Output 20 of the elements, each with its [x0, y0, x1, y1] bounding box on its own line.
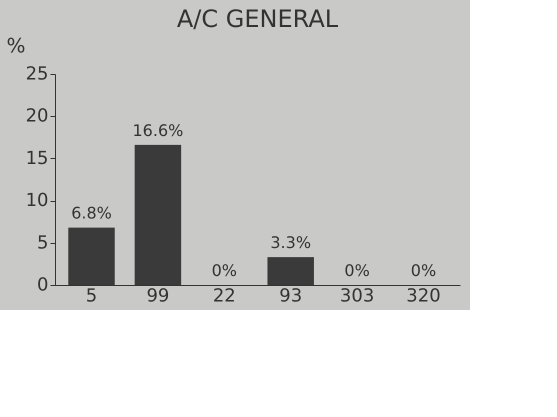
- data-label: 3.3%: [270, 233, 312, 252]
- y-axis-title: %: [6, 34, 26, 58]
- x-tick-label: 99: [146, 286, 170, 306]
- y-tick-label: 10: [26, 190, 48, 212]
- y-tick-label: 15: [26, 148, 48, 169]
- data-label: 0%: [410, 261, 436, 280]
- x-tick-label: 5: [86, 286, 98, 306]
- y-tick-label: 0: [37, 274, 48, 296]
- data-label: 0%: [212, 261, 237, 280]
- data-label: 6.8%: [71, 204, 112, 223]
- x-tick-label: 320: [406, 286, 441, 306]
- data-label: 16.6%: [132, 120, 184, 140]
- x-tick-label: 303: [340, 286, 374, 306]
- data-label: 0%: [344, 261, 370, 280]
- y-tick-label: 20: [26, 106, 48, 127]
- y-tick-label: 25: [26, 64, 48, 84]
- x-tick-label: 93: [279, 286, 302, 306]
- y-tick-label: 5: [37, 232, 48, 254]
- x-tick-label: 22: [212, 286, 236, 306]
- chart-title: A/C GENERAL: [176, 5, 339, 33]
